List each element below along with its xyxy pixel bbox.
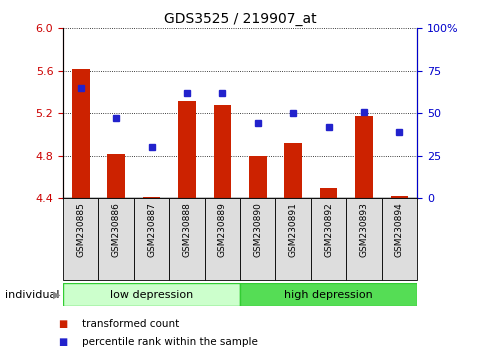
Bar (248, 156, 266, 198)
Bar (310, 198, 346, 280)
Bar (354, 116, 372, 198)
Text: percentile rank within the sample: percentile rank within the sample (82, 337, 258, 347)
Bar (169, 198, 204, 280)
Text: GSM230888: GSM230888 (182, 202, 191, 257)
Bar (63, 283, 240, 306)
Text: GSM230890: GSM230890 (253, 202, 262, 257)
Bar (213, 105, 231, 198)
Text: ■: ■ (58, 337, 67, 347)
Text: GSM230893: GSM230893 (359, 202, 368, 257)
Bar (381, 198, 416, 280)
Text: individual: individual (5, 290, 59, 300)
Bar (240, 198, 275, 280)
Bar (107, 154, 125, 198)
Text: high depression: high depression (284, 290, 372, 300)
Bar (178, 101, 196, 198)
Bar (204, 198, 240, 280)
Bar (98, 198, 134, 280)
Text: GSM230885: GSM230885 (76, 202, 85, 257)
Text: low depression: low depression (110, 290, 193, 300)
Text: ■: ■ (58, 319, 67, 329)
Text: GSM230892: GSM230892 (323, 202, 333, 257)
Text: ▶: ▶ (53, 290, 60, 300)
Text: GSM230894: GSM230894 (394, 202, 403, 257)
Text: transformed count: transformed count (82, 319, 180, 329)
Title: GDS3525 / 219907_at: GDS3525 / 219907_at (164, 12, 316, 26)
Bar (72, 69, 90, 198)
Bar (134, 198, 169, 280)
Text: GSM230889: GSM230889 (217, 202, 227, 257)
Bar (63, 198, 98, 280)
Text: GSM230891: GSM230891 (288, 202, 297, 257)
Bar (319, 188, 337, 198)
Bar (284, 143, 302, 198)
Text: GSM230887: GSM230887 (147, 202, 156, 257)
Bar (275, 198, 310, 280)
Bar (142, 197, 160, 198)
Text: GSM230886: GSM230886 (111, 202, 121, 257)
Bar (346, 198, 381, 280)
Bar (390, 196, 408, 198)
Bar (240, 283, 416, 306)
